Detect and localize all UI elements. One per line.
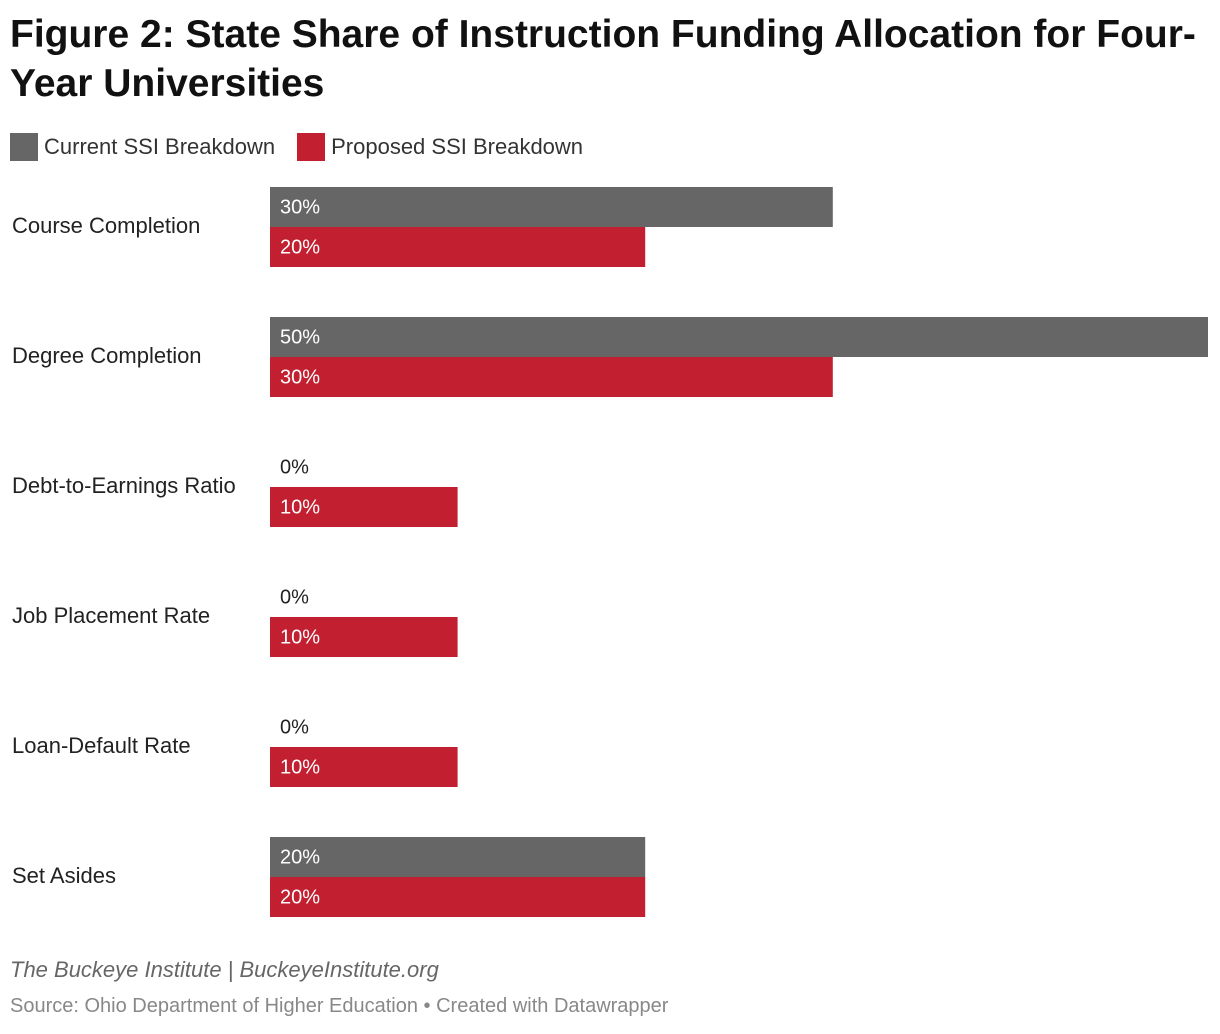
bar-proposed-loan-default-rate — [270, 747, 458, 787]
bar-group-loan-default-rate: Loan-Default Rate 0% 10% — [12, 716, 458, 787]
bar-proposed-set-asides — [270, 877, 646, 917]
legend-swatch-proposed — [297, 133, 326, 161]
value-label-current-debt-to-earnings-ratio: 0% — [280, 456, 309, 478]
bar-current-degree-completion — [270, 317, 1208, 357]
bar-group-job-placement-rate: Job Placement Rate 0% 10% — [12, 586, 458, 657]
value-label-proposed-degree-completion: 30% — [280, 366, 320, 388]
value-label-proposed-loan-default-rate: 10% — [280, 756, 320, 778]
source-footer: Source: Ohio Department of Higher Educat… — [10, 995, 669, 1017]
bar-proposed-debt-to-earnings-ratio — [270, 487, 458, 527]
value-label-proposed-course-completion: 20% — [280, 236, 320, 258]
category-label-loan-default-rate: Loan-Default Rate — [12, 733, 191, 758]
value-label-proposed-debt-to-earnings-ratio: 10% — [280, 496, 320, 518]
value-label-current-course-completion: 30% — [280, 196, 320, 218]
legend-item-current: Current SSI Breakdown — [10, 133, 275, 161]
value-label-current-set-asides: 20% — [280, 846, 320, 868]
value-label-current-degree-completion: 50% — [280, 326, 320, 348]
value-label-current-job-placement-rate: 0% — [280, 586, 309, 608]
byline: The Buckeye Institute | BuckeyeInstitute… — [10, 957, 439, 982]
bar-group-degree-completion: Degree Completion 50% 30% — [12, 317, 1208, 397]
category-label-degree-completion: Degree Completion — [12, 343, 202, 368]
value-label-proposed-set-asides: 20% — [280, 886, 320, 908]
bar-proposed-degree-completion — [270, 357, 833, 397]
bar-chart: Course Completion 30% 20% Degree Completion… — [12, 187, 1208, 917]
legend-swatch-current — [10, 133, 38, 161]
category-label-job-placement-rate: Job Placement Rate — [12, 603, 210, 628]
legend-label-current: Current SSI Breakdown — [44, 134, 276, 159]
bar-group-set-asides: Set Asides 20% 20% — [12, 837, 646, 917]
bar-group-debt-to-earnings-ratio: Debt-to-Earnings Ratio 0% 10% — [12, 456, 458, 527]
chart-title: Figure 2: State Share of Instruction Fun… — [10, 13, 1196, 105]
bar-current-set-asides — [270, 837, 646, 877]
bar-proposed-course-completion — [270, 227, 646, 267]
legend: Current SSI Breakdown Proposed SSI Break… — [10, 131, 583, 163]
category-label-set-asides: Set Asides — [12, 863, 116, 888]
legend-label-proposed: Proposed SSI Breakdown — [331, 134, 584, 159]
value-label-current-loan-default-rate: 0% — [280, 716, 309, 738]
bar-current-course-completion — [270, 187, 833, 227]
bar-group-course-completion: Course Completion 30% 20% — [12, 187, 833, 267]
bar-proposed-job-placement-rate — [270, 617, 458, 657]
category-label-debt-to-earnings-ratio: Debt-to-Earnings Ratio — [12, 473, 236, 498]
category-label-course-completion: Course Completion — [12, 213, 200, 238]
value-label-proposed-job-placement-rate: 10% — [280, 626, 320, 648]
legend-item-proposed: Proposed SSI Breakdown — [297, 133, 583, 161]
